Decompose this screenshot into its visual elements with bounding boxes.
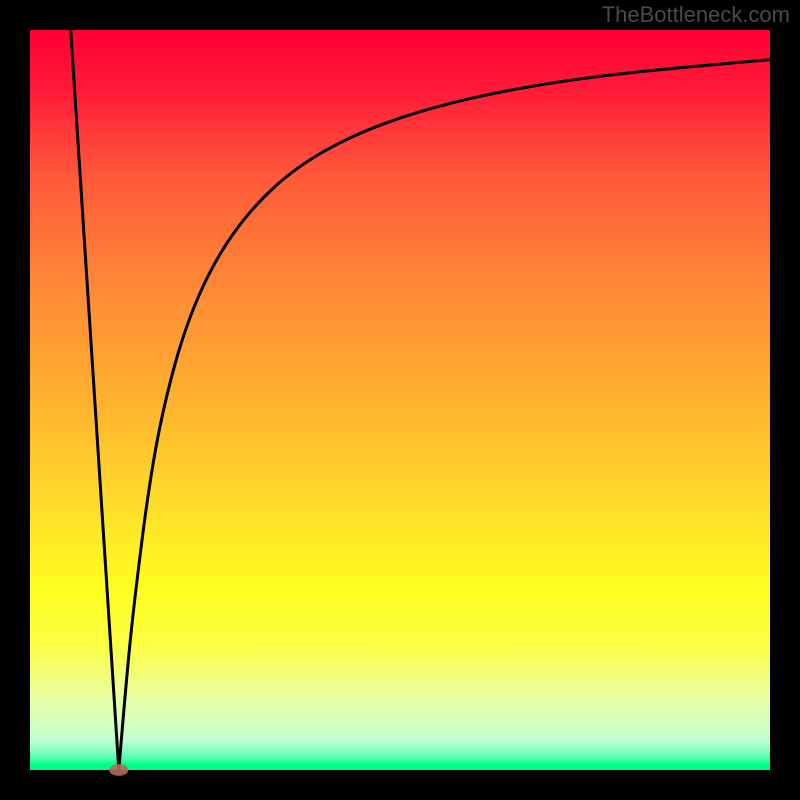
- minimum-marker: [109, 764, 128, 776]
- bottleneck-chart: [0, 0, 800, 800]
- chart-container: TheBottleneck.com: [0, 0, 800, 800]
- watermark-text: TheBottleneck.com: [602, 2, 790, 28]
- plot-background-gradient: [30, 30, 770, 770]
